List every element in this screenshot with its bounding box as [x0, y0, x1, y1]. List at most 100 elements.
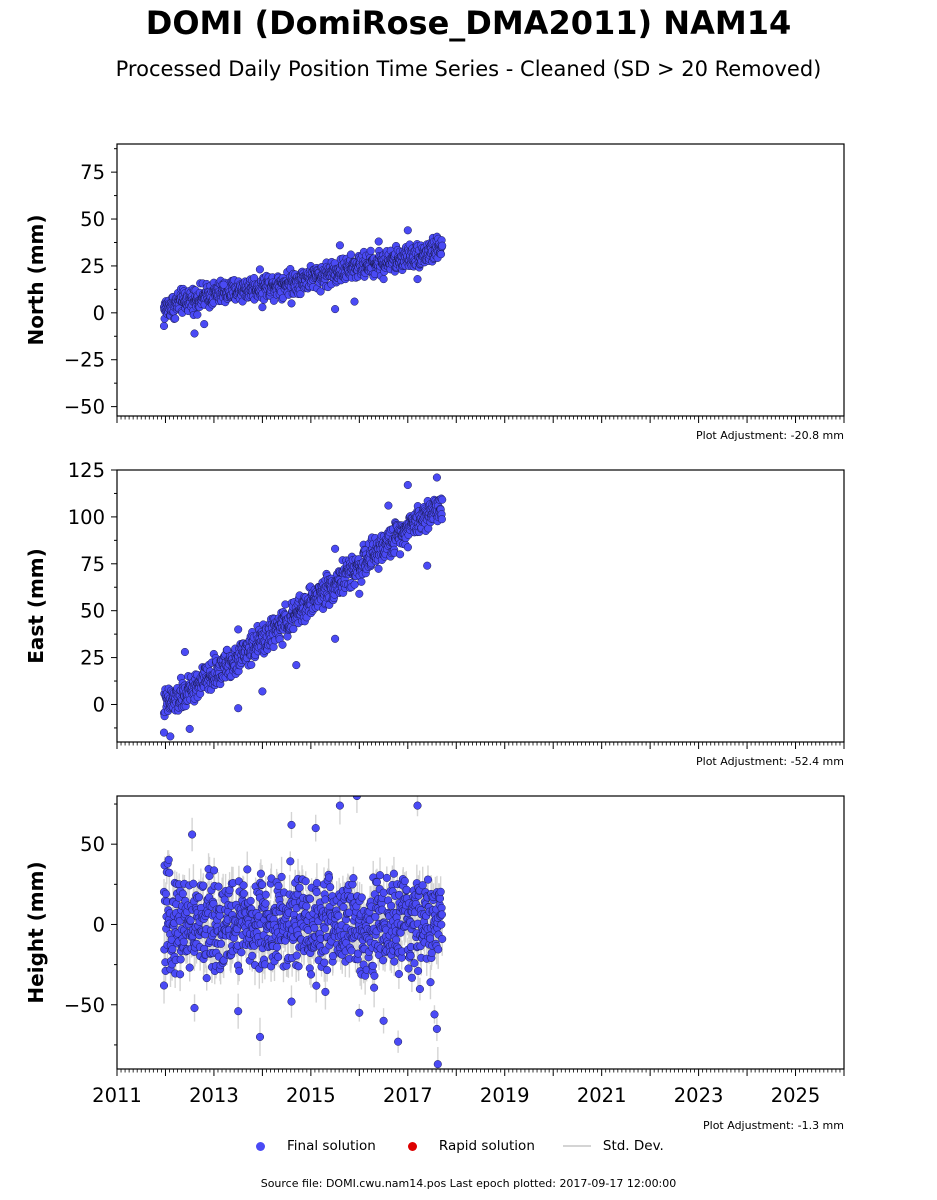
height-data-point — [368, 961, 377, 970]
north-data-point — [193, 310, 202, 319]
height-data-point — [321, 895, 330, 904]
height-data-point — [301, 877, 310, 886]
north-y-tick-label: 75 — [80, 161, 105, 184]
height-data-point — [433, 1060, 442, 1069]
north-data-point — [413, 275, 422, 284]
east-x-axis — [116, 742, 845, 749]
height-data-point — [274, 952, 283, 962]
legend: Final solution Rapid solution Std. Dev. — [252, 1138, 692, 1154]
height-data-point — [190, 1003, 199, 1013]
east-data-point — [437, 515, 446, 524]
height-data-point — [287, 997, 296, 1006]
height-plot-area — [159, 796, 447, 1069]
height-data-point — [306, 894, 315, 903]
height-data-point — [430, 1010, 439, 1019]
east-data-point — [180, 647, 189, 657]
height-data-point — [437, 920, 446, 929]
height-data-point — [335, 801, 344, 810]
height-data-point — [214, 882, 223, 891]
final-solution-marker — [256, 1141, 265, 1151]
height-data-point — [255, 1032, 265, 1041]
height-data-point — [194, 893, 204, 902]
height-data-point — [375, 871, 385, 880]
north-data-point — [200, 320, 209, 329]
height-data-point — [159, 981, 169, 990]
east-data-point — [384, 501, 393, 510]
north-data-point — [331, 305, 340, 314]
height-data-point — [389, 869, 398, 878]
chart-title: DOMI (DomiRose_DMA2011) NAM14 — [145, 4, 792, 42]
height-data-point — [188, 830, 197, 839]
north-data-point — [255, 265, 264, 274]
height-data-point — [302, 902, 311, 911]
height-data-point — [326, 883, 335, 892]
height-data-point — [239, 881, 248, 890]
height-data-point — [261, 890, 270, 899]
north-data-point — [287, 299, 296, 308]
height-data-point — [370, 983, 379, 992]
north-y-tick-label: 25 — [80, 255, 105, 278]
height-data-point — [371, 912, 380, 921]
height-data-point — [295, 883, 304, 892]
height-data-point — [423, 875, 433, 884]
height-x-tick-label: 2019 — [480, 1084, 530, 1107]
height-data-point — [178, 889, 187, 898]
north-data-point — [403, 226, 412, 235]
height-data-point — [323, 966, 332, 975]
east-axes-frame — [116, 469, 845, 743]
east-plot-adjustment: Plot Adjustment: -52.4 mm — [696, 755, 844, 768]
height-data-point — [176, 970, 185, 979]
height-data-point — [292, 951, 301, 960]
height-data-point — [436, 887, 445, 896]
height-data-point — [414, 966, 423, 975]
height-data-point — [216, 939, 226, 948]
height-data-point — [438, 934, 447, 944]
height-data-point — [387, 901, 396, 910]
height-data-point — [274, 881, 283, 890]
east-data-point — [331, 544, 340, 553]
east-data-point — [403, 480, 412, 490]
north-data-point — [296, 290, 305, 299]
std-dev-line — [562, 1145, 591, 1147]
height-data-point — [186, 916, 195, 925]
height-data-point — [339, 903, 348, 912]
north-data-point — [374, 237, 383, 246]
height-data-point — [205, 871, 214, 881]
north-y-tick-label: 50 — [80, 208, 105, 231]
north-panel: −50 −25 0 25 50 75 North (mm) — [24, 143, 845, 423]
east-data-point — [292, 661, 301, 670]
north-data-point — [219, 280, 228, 289]
east-data-point — [423, 561, 432, 570]
legend-std: Std. Dev. — [562, 1138, 664, 1154]
height-x-tick-label: 2015 — [286, 1084, 336, 1107]
height-data-point — [349, 874, 358, 883]
height-data-point — [407, 973, 416, 982]
east-data-point — [396, 550, 405, 559]
east-data-point — [355, 589, 364, 598]
north-data-point — [346, 250, 355, 259]
height-data-point — [235, 966, 244, 975]
height-data-point — [392, 935, 401, 944]
height-data-point — [382, 873, 391, 882]
height-data-point — [261, 899, 270, 908]
north-data-point — [438, 241, 447, 250]
height-data-point — [312, 981, 321, 990]
north-data-point — [379, 275, 388, 284]
height-data-point — [394, 1037, 403, 1046]
height-data-point — [176, 955, 185, 964]
east-y-tick-label: 100 — [68, 506, 105, 529]
east-y-tick-label: 25 — [80, 647, 105, 670]
east-data-point — [185, 724, 194, 733]
height-data-point — [243, 865, 252, 874]
east-y-tick-label: 75 — [80, 553, 105, 576]
height-x-axis: 2011 2013 2015 2017 2019 2021 2023 2025 — [92, 1069, 845, 1107]
north-data-point — [159, 321, 169, 331]
height-x-tick-label: 2013 — [189, 1084, 239, 1107]
north-y-tick-label: −25 — [64, 349, 105, 372]
height-data-point — [404, 964, 413, 973]
east-y-axis-label: East (mm) — [24, 548, 48, 664]
north-y-tick-label: −50 — [64, 396, 105, 419]
north-data-point — [335, 241, 344, 250]
legend-final: Final solution — [252, 1138, 376, 1154]
